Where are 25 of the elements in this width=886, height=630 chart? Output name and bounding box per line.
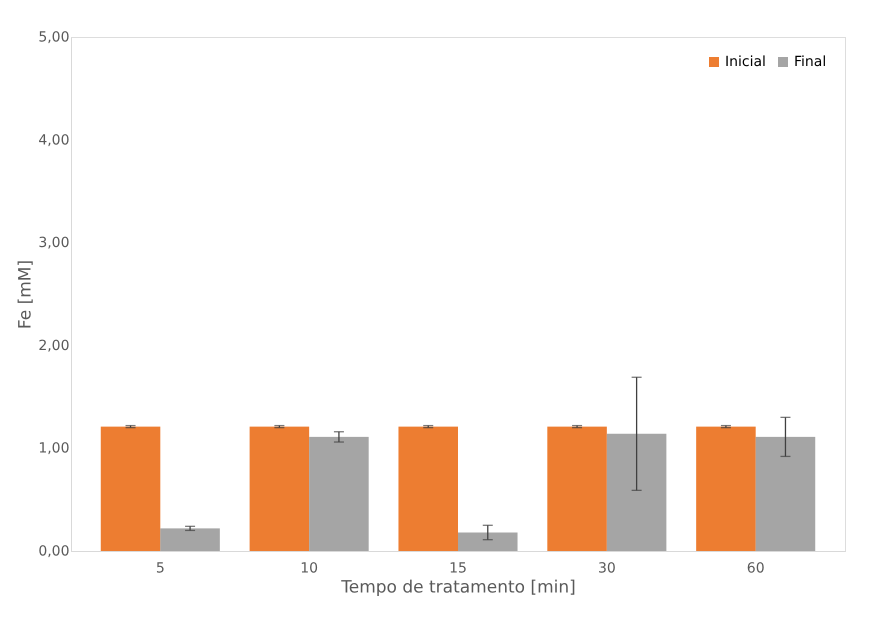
- y-tick-label: 2,00: [38, 338, 70, 354]
- y-tick-label: 5,00: [38, 30, 70, 46]
- bar: [606, 434, 666, 551]
- bar: [100, 426, 160, 551]
- bar: [547, 426, 607, 551]
- bar: [398, 426, 458, 551]
- y-axis-title: Fe [mM]: [15, 260, 36, 330]
- y-tick-label: 4,00: [38, 132, 70, 148]
- bar: [696, 426, 756, 551]
- x-tick-label: 5: [156, 560, 165, 576]
- x-tick-label: 30: [598, 560, 616, 576]
- bar: [160, 528, 220, 551]
- bar: [458, 532, 518, 551]
- bar: [250, 426, 310, 551]
- legend-label: Inicial: [725, 54, 766, 70]
- bar: [756, 436, 816, 551]
- y-tick-label: 0,00: [38, 544, 70, 560]
- bar: [309, 436, 369, 551]
- x-tick-label: 10: [300, 560, 318, 576]
- legend-label: Final: [794, 54, 826, 70]
- x-axis-title: Tempo de tratamento [min]: [340, 578, 576, 598]
- x-tick-label: 15: [449, 560, 467, 576]
- y-tick-label: 3,00: [38, 235, 70, 252]
- y-tick-label: 1,00: [38, 440, 70, 457]
- x-tick-label: 60: [746, 560, 765, 576]
